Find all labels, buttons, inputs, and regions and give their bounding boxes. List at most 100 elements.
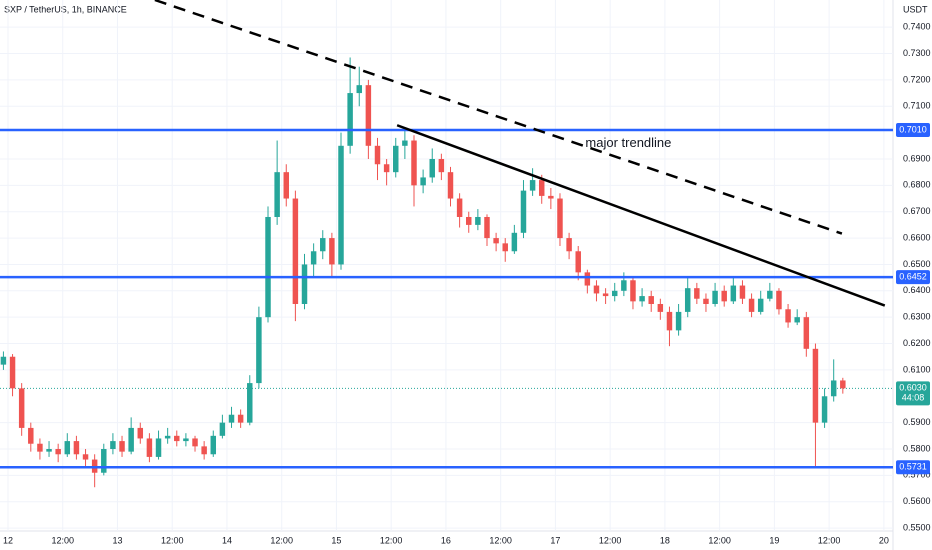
- candle-body: [374, 145, 381, 165]
- candle-body: [237, 414, 244, 423]
- candle-body: [648, 296, 654, 304]
- level-label-box: [896, 460, 930, 475]
- x-tick-label: 12:00: [818, 535, 841, 545]
- candle-body: [292, 198, 299, 304]
- y-tick-label: 0.5600: [903, 496, 931, 506]
- y-tick-label: 0.5900: [903, 417, 931, 427]
- candle-body: [0, 356, 7, 365]
- candle-body: [529, 180, 536, 191]
- candle-body: [128, 427, 134, 452]
- candle-body: [794, 317, 800, 323]
- current-price-label: 0.6030: [899, 383, 927, 393]
- y-tick-label: 0.7300: [903, 48, 931, 58]
- candle-body: [73, 441, 80, 455]
- current-price-box: [896, 381, 930, 406]
- candle-body: [675, 311, 682, 331]
- candle-body: [767, 290, 773, 299]
- y-tick-label: 0.5800: [903, 443, 931, 453]
- candle-body: [438, 158, 445, 173]
- candle-body: [520, 190, 527, 233]
- candle-body: [37, 443, 43, 452]
- x-tick-label: 13: [112, 535, 122, 545]
- x-tick-label: 12:00: [380, 535, 403, 545]
- y-tick-label: 0.7200: [903, 74, 931, 84]
- y-unit: USDT: [903, 4, 928, 14]
- candle-body: [18, 388, 25, 428]
- y-tick-label: 0.6400: [903, 285, 931, 295]
- candle-body: [684, 288, 691, 312]
- candle-body: [247, 383, 253, 423]
- candle-body: [466, 216, 472, 225]
- y-tick-label: 0.6200: [903, 338, 931, 348]
- candle-body: [301, 264, 308, 304]
- candle-body: [338, 145, 344, 265]
- candle-body: [621, 280, 627, 291]
- y-tick-label: 0.6600: [903, 232, 931, 242]
- candle-body: [210, 435, 217, 455]
- candle-body: [821, 396, 828, 423]
- candle-body: [593, 285, 600, 294]
- candle-body: [137, 427, 144, 439]
- countdown-label: 44:08: [902, 393, 925, 403]
- candle-body: [694, 288, 700, 299]
- y-tick-label: 0.5500: [903, 522, 931, 532]
- x-tick-label: 17: [550, 535, 560, 545]
- candle-body: [557, 198, 563, 239]
- candle-body: [484, 216, 490, 239]
- candle-body: [739, 285, 746, 299]
- level-label-box: [896, 122, 930, 137]
- candle-body: [201, 446, 207, 455]
- trendline: [396, 124, 886, 307]
- x-tick-label: 12:00: [599, 535, 622, 545]
- candle-body: [657, 303, 664, 312]
- x-tick-label: 12:00: [51, 535, 74, 545]
- candle-body: [730, 285, 737, 302]
- candle-body: [329, 238, 335, 265]
- candle-body: [785, 309, 791, 323]
- candle-body: [393, 145, 399, 173]
- candle-body: [611, 290, 618, 297]
- y-tick-label: 0.6800: [903, 180, 931, 190]
- candle-body: [630, 280, 636, 302]
- y-tick-label: 0.7400: [903, 22, 931, 32]
- candle-body: [511, 232, 518, 252]
- x-tick-label: 15: [331, 535, 341, 545]
- candle-body: [119, 441, 125, 452]
- level-label: 0.7010: [899, 124, 927, 134]
- candle-body: [538, 180, 545, 196]
- candle-body: [383, 164, 390, 173]
- candle-body: [183, 438, 189, 442]
- candle-body: [46, 449, 52, 452]
- x-tick-label: 19: [769, 535, 779, 545]
- x-tick-label: 18: [660, 535, 670, 545]
- candle-body: [639, 296, 645, 302]
- x-tick-label: 12:00: [708, 535, 731, 545]
- candle-body: [840, 380, 846, 389]
- candle-body: [475, 216, 481, 225]
- candle-body: [803, 317, 810, 349]
- candle-body: [219, 422, 226, 436]
- candle-body: [55, 449, 61, 455]
- candle-body: [365, 85, 372, 146]
- candle-body: [110, 441, 116, 450]
- candle-body: [164, 435, 171, 439]
- candle-body: [584, 272, 591, 286]
- candle-body: [347, 93, 353, 146]
- candle-body: [830, 380, 837, 397]
- candle-body: [776, 290, 782, 310]
- candle-body: [283, 172, 289, 199]
- level-label-box: [896, 270, 930, 285]
- y-tick-label: 0.5700: [903, 470, 931, 480]
- x-tick-label: 12:00: [489, 535, 512, 545]
- candle-body: [402, 140, 408, 146]
- candle-body: [64, 441, 71, 455]
- candle-body: [721, 290, 727, 302]
- candle-body: [575, 251, 581, 273]
- candle-body: [9, 356, 16, 389]
- y-tick-label: 0.6100: [903, 364, 931, 374]
- candle-body: [456, 198, 463, 217]
- candle-body: [447, 172, 454, 199]
- x-tick-label: 12: [3, 535, 13, 545]
- candle-body: [274, 172, 280, 217]
- annotation: major trendline: [585, 135, 671, 150]
